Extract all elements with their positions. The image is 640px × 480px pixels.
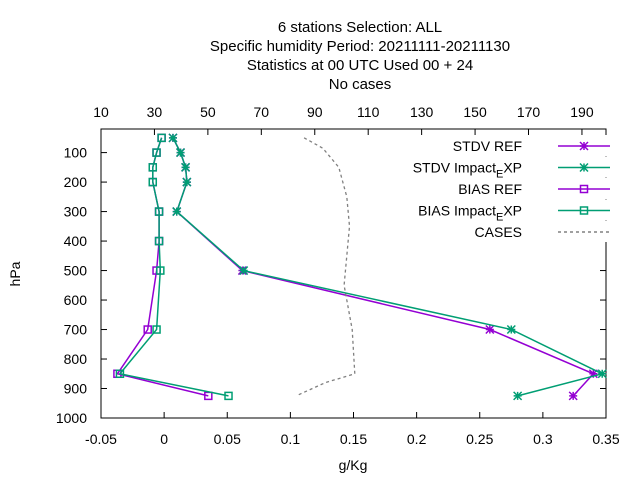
y-tick-label: 200	[64, 174, 88, 190]
x-tick-label: 0.05	[214, 431, 241, 447]
data-point	[224, 391, 233, 401]
x-tick-label: 0	[160, 431, 168, 447]
x-tick-label: -0.05	[85, 431, 117, 447]
x-tick-label: 0.3	[533, 431, 553, 447]
series-3	[115, 133, 233, 401]
y-tick-label: 300	[64, 204, 88, 220]
series-line	[295, 137, 356, 397]
y-tick-label: 400	[64, 233, 88, 249]
legend-label: BIAS REF	[458, 181, 522, 197]
data-point	[115, 369, 125, 379]
data-point	[182, 177, 192, 187]
legend-bg	[380, 178, 612, 199]
data-point	[152, 325, 161, 334]
x2-tick-label: 170	[517, 104, 541, 120]
x2-tick-label: 30	[147, 104, 163, 120]
data-point	[506, 325, 516, 335]
data-point	[485, 325, 495, 335]
x2-tick-label: 150	[463, 104, 487, 120]
legend-marker	[579, 141, 589, 151]
data-point	[148, 177, 158, 187]
axis-ticks: -0.05 0 0.05 0.1 0.15 0.2 0.25 0.3 0.35 10 30 50 70 9…	[56, 104, 620, 447]
data-point	[181, 162, 191, 172]
data-point	[176, 148, 186, 158]
x2-tick-label: 110	[357, 104, 380, 120]
series-line	[118, 137, 229, 397]
data-point	[143, 325, 152, 334]
legend-label: BIAS ImpactEXP	[418, 203, 522, 224]
legend-label: STDV REF	[453, 138, 522, 154]
title-line-1: 6 stations Selection: ALL	[278, 19, 442, 36]
legend-bg	[380, 135, 612, 156]
y-tick-label: 500	[64, 263, 88, 279]
title-line-3: Statistics at 00 UTC Used 00 + 24	[247, 57, 473, 74]
chart-title: 6 stations Selection: ALL Specific humid…	[210, 19, 510, 93]
data-point	[148, 163, 158, 172]
x2-tick-label: 190	[570, 104, 594, 120]
legend-marker	[579, 206, 589, 215]
legend-bg	[380, 156, 612, 178]
data-point	[154, 236, 164, 246]
series-4	[295, 137, 356, 397]
data-point	[154, 207, 164, 216]
legend-bg	[380, 199, 612, 221]
data-point	[588, 369, 598, 379]
x-axis-label: g/Kg	[339, 457, 368, 473]
x-tick-label: 0.15	[340, 431, 367, 447]
data-point	[513, 391, 523, 401]
legend-bg	[380, 221, 612, 242]
data-point	[157, 133, 166, 143]
data-point	[597, 369, 607, 379]
y-tick-label: 600	[64, 292, 88, 308]
y-axis-label: hPa	[7, 261, 23, 286]
x2-tick-label: 70	[254, 104, 270, 120]
legend-marker	[579, 184, 589, 194]
series-1	[168, 133, 607, 401]
y-tick-label: 700	[64, 322, 88, 338]
legend-label: CASES	[475, 224, 522, 240]
legend-label: STDV ImpactEXP	[413, 160, 522, 181]
y-tick-label: 100	[64, 145, 88, 161]
title-line-4: No cases	[329, 76, 392, 93]
x2-tick-label: 10	[93, 104, 109, 120]
x-tick-label: 0.35	[592, 431, 619, 447]
title-line-2: Specific humidity Period: 20211111-20211…	[210, 38, 510, 55]
x-tick-label: 0.2	[407, 431, 427, 447]
x-tick-label: 0.1	[281, 431, 301, 447]
x2-tick-label: 130	[410, 104, 434, 120]
data-point	[239, 266, 249, 276]
y-tick-label: 900	[64, 381, 88, 397]
data-point	[152, 148, 161, 157]
x-tick-label: 0.25	[466, 431, 493, 447]
x2-tick-label: 90	[307, 104, 323, 120]
data-point	[568, 391, 578, 401]
data-point	[156, 266, 165, 275]
data-point	[172, 207, 182, 217]
series-layer	[113, 133, 607, 401]
y-tick-label: 1000	[56, 410, 87, 426]
legend-marker	[579, 162, 589, 173]
x2-tick-label: 50	[200, 104, 216, 120]
data-point	[168, 133, 178, 143]
y-tick-label: 800	[64, 351, 88, 367]
